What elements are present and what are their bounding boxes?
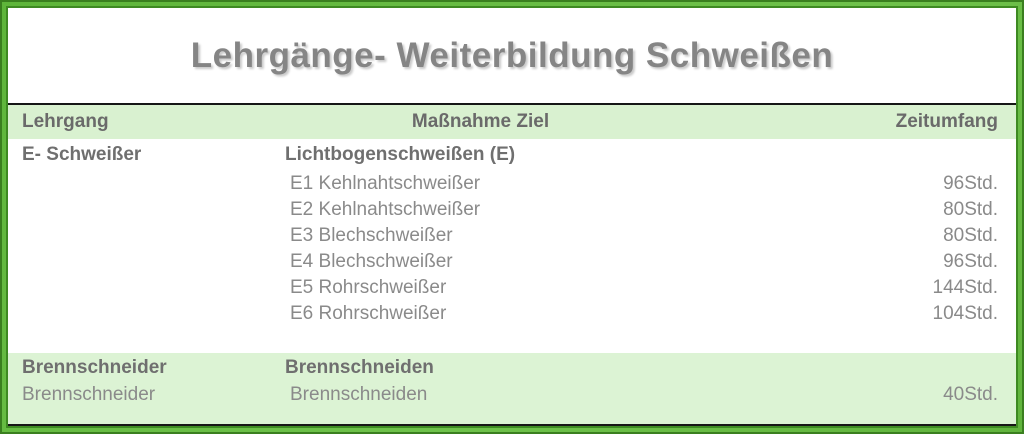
page-title: Lehrgänge- Weiterbildung Schweißen bbox=[190, 35, 834, 75]
table-row-e4: E4 Blechschweißer 96Std. bbox=[8, 249, 1016, 275]
header-zeitumfang: Zeitumfang bbox=[895, 111, 998, 132]
cell-zeit: 96Std. bbox=[943, 251, 998, 272]
table-row-e3: E3 Blechschweißer 80Std. bbox=[8, 223, 1016, 249]
cell-zeit: 96Std. bbox=[943, 173, 998, 194]
section-pad-row bbox=[8, 408, 1016, 424]
cell-zeit: 80Std. bbox=[943, 199, 998, 220]
table-row-e6: E6 Rohrschweißer 104Std. bbox=[8, 301, 1016, 327]
cell-lehrgang: Brennschneider bbox=[22, 356, 167, 378]
cell-massnahme: Brennschneiden bbox=[290, 384, 428, 405]
table-row-e1: E1 Kehlnahtschweißer 96Std. bbox=[8, 171, 1016, 197]
table-row-brennschneider: Brennschneider Brennschneiden 40Std. bbox=[8, 382, 1016, 408]
cell-lehrgang: Brennschneider bbox=[22, 384, 156, 405]
cell-zeit: 40Std. bbox=[943, 384, 998, 405]
cell-massnahme: E4 Blechschweißer bbox=[290, 251, 453, 272]
cell-massnahme: E2 Kehlnahtschweißer bbox=[290, 199, 481, 220]
cell-massnahme: Brennschneiden bbox=[285, 356, 434, 378]
header-lehrgang: Lehrgang bbox=[22, 111, 109, 132]
table-row-e2: E2 Kehlnahtschweißer 80Std. bbox=[8, 197, 1016, 223]
course-table: Lehrgang Maßnahme Ziel Zeitumfang E- Sch… bbox=[8, 103, 1016, 426]
cell-massnahme: E3 Blechschweißer bbox=[290, 225, 453, 246]
cell-zeit: 144Std. bbox=[932, 277, 999, 298]
cell-massnahme: E1 Kehlnahtschweißer bbox=[290, 173, 481, 194]
cell-massnahme: E6 Rohrschweißer bbox=[290, 303, 447, 324]
cell-massnahme: E5 Rohrschweißer bbox=[290, 277, 447, 298]
table-header-row: Lehrgang Maßnahme Ziel Zeitumfang bbox=[8, 105, 1016, 139]
spacer-row bbox=[8, 327, 1016, 353]
cell-lehrgang: E- Schweißer bbox=[22, 144, 142, 165]
header-massnahme-ziel: Maßnahme Ziel bbox=[411, 111, 550, 132]
table-row-e5: E5 Rohrschweißer 144Std. bbox=[8, 275, 1016, 301]
table-row-brennschneider-group: Brennschneider Brennschneiden bbox=[8, 353, 1016, 382]
cell-zeit: 104Std. bbox=[932, 303, 999, 324]
cell-massnahme: Lichtbogenschweißen (E) bbox=[285, 144, 516, 165]
page: Lehrgänge- Weiterbildung Schweißen Lehrg… bbox=[8, 8, 1016, 426]
table-row-e-schweisser-group: E- Schweißer Lichtbogenschweißen (E) bbox=[8, 139, 1016, 171]
cell-zeit: 80Std. bbox=[943, 225, 998, 246]
title-block: Lehrgänge- Weiterbildung Schweißen bbox=[8, 8, 1016, 103]
